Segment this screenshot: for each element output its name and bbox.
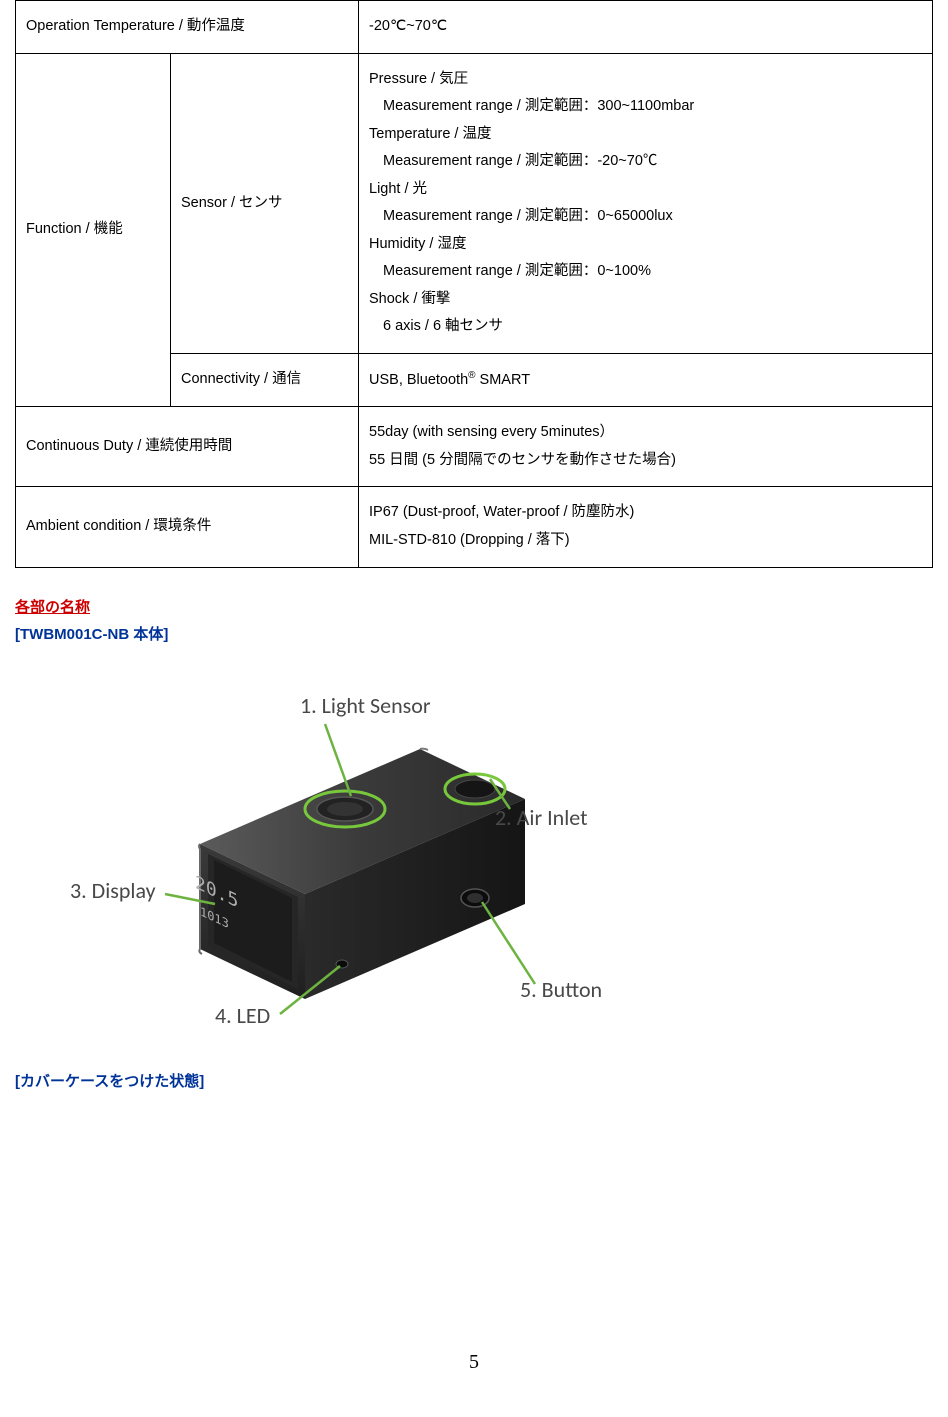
continuous-duty-label: Continuous Duty / 連続使用時間 — [16, 407, 359, 487]
device-svg: 20.5 1013 — [80, 664, 680, 1064]
connectivity-label: Connectivity / 通信 — [171, 354, 359, 407]
connectivity-value: USB, Bluetooth® SMART — [359, 354, 933, 407]
function-label: Function / 機能 — [16, 53, 171, 407]
continuous-duty-jp: 55 日間 (5 分間隔でのセンサを動作させた場合) — [369, 452, 676, 468]
connectivity-post: SMART — [476, 372, 531, 388]
ambient-label: Ambient condition / 環境条件 — [16, 487, 359, 567]
table-row: Continuous Duty / 連続使用時間 55day (with sen… — [16, 407, 933, 487]
op-temp-label: Operation Temperature / 動作温度 — [16, 1, 359, 54]
label-display: 3. Display — [70, 877, 156, 904]
sensor-humidity: Humidity / 湿度 — [369, 236, 467, 252]
sensor-pressure-range: Measurement range / 測定範囲：300~1100mbar — [369, 93, 694, 121]
subsection-device: [TWBM001C-NB 本体] — [15, 623, 933, 644]
continuous-duty-en: 55day (with sensing every 5minutes） — [369, 424, 614, 440]
sensor-humidity-range: Measurement range / 測定範囲：0~100% — [369, 258, 651, 286]
sensor-pressure: Pressure / 気圧 — [369, 71, 468, 87]
connectivity-pre: USB, Bluetooth — [369, 372, 468, 388]
label-led: 4. LED — [215, 1002, 270, 1029]
device-diagram: 20.5 1013 1. Light Sensor 2. Air Inlet 3… — [80, 664, 680, 1064]
table-row: Function / 機能 Sensor / センサ Pressure / 気圧… — [16, 53, 933, 353]
page-number: 5 — [0, 1351, 948, 1394]
sensor-label: Sensor / センサ — [171, 53, 359, 353]
connectivity-sup: ® — [468, 370, 475, 381]
label-air-inlet: 2. Air Inlet — [495, 804, 587, 831]
subsection-cover: [カバーケースをつけた状態] — [15, 1070, 933, 1091]
section-title: 各部の名称 — [15, 596, 933, 617]
ambient-mil: MIL-STD-810 (Dropping / 落下) — [369, 532, 570, 548]
table-row: Ambient condition / 環境条件 IP67 (Dust-proo… — [16, 487, 933, 567]
ambient-ip: IP67 (Dust-proof, Water-proof / 防塵防水) — [369, 504, 634, 520]
label-button: 5. Button — [520, 976, 602, 1003]
continuous-duty-value: 55day (with sensing every 5minutes） 55 日… — [359, 407, 933, 487]
sensor-shock: Shock / 衝撃 — [369, 291, 450, 307]
table-row: Operation Temperature / 動作温度 -20℃~70℃ — [16, 1, 933, 54]
sensor-shock-detail: 6 axis / 6 軸センサ — [369, 313, 503, 341]
op-temp-value: -20℃~70℃ — [359, 1, 933, 54]
spec-table: Operation Temperature / 動作温度 -20℃~70℃ Fu… — [15, 0, 933, 568]
sensor-temperature: Temperature / 温度 — [369, 126, 492, 142]
ambient-value: IP67 (Dust-proof, Water-proof / 防塵防水) MI… — [359, 487, 933, 567]
sensor-values: Pressure / 気圧 Measurement range / 測定範囲：3… — [359, 53, 933, 353]
sensor-light: Light / 光 — [369, 181, 427, 197]
sensor-light-range: Measurement range / 測定範囲：0~65000lux — [369, 203, 673, 231]
label-light-sensor: 1. Light Sensor — [300, 692, 431, 719]
sensor-temperature-range: Measurement range / 測定範囲：-20~70℃ — [369, 148, 657, 176]
